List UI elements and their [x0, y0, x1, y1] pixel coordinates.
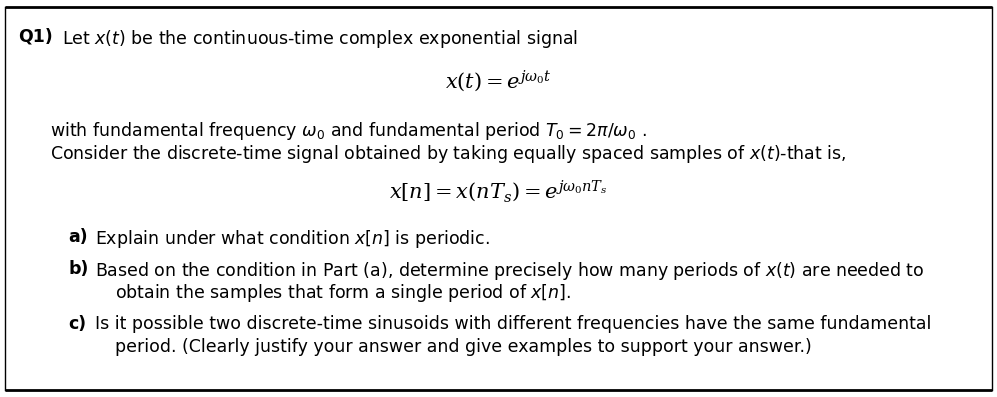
Text: Is it possible two discrete-time sinusoids with different frequencies have the s: Is it possible two discrete-time sinusoi…	[95, 315, 931, 333]
Text: Based on the condition in Part (a), determine precisely how many periods of $x(t: Based on the condition in Part (a), dete…	[95, 260, 924, 282]
Text: b): b)	[68, 260, 89, 278]
Text: Let $x(t)$ be the continuous-time complex exponential signal: Let $x(t)$ be the continuous-time comple…	[62, 28, 578, 50]
Text: Explain under what condition $x[n]$ is periodic.: Explain under what condition $x[n]$ is p…	[95, 228, 490, 250]
Text: obtain the samples that form a single period of $x[n]$.: obtain the samples that form a single pe…	[115, 282, 571, 304]
Text: Q1): Q1)	[18, 28, 53, 46]
Text: $x(t) = e^{j\omega_0 t}$: $x(t) = e^{j\omega_0 t}$	[445, 68, 551, 94]
Text: c): c)	[68, 315, 86, 333]
Text: Consider the discrete-time signal obtained by taking equally spaced samples of $: Consider the discrete-time signal obtain…	[50, 143, 846, 165]
Text: period. (Clearly justify your answer and give examples to support your answer.): period. (Clearly justify your answer and…	[115, 338, 812, 356]
Text: a): a)	[68, 228, 88, 246]
Text: $x[n] = x(nT_s) = e^{j\omega_0 nT_s}$: $x[n] = x(nT_s) = e^{j\omega_0 nT_s}$	[389, 178, 607, 204]
Text: with fundamental frequency $\omega_0$ and fundamental period $T_0 = 2\pi/\omega_: with fundamental frequency $\omega_0$ an…	[50, 120, 647, 142]
